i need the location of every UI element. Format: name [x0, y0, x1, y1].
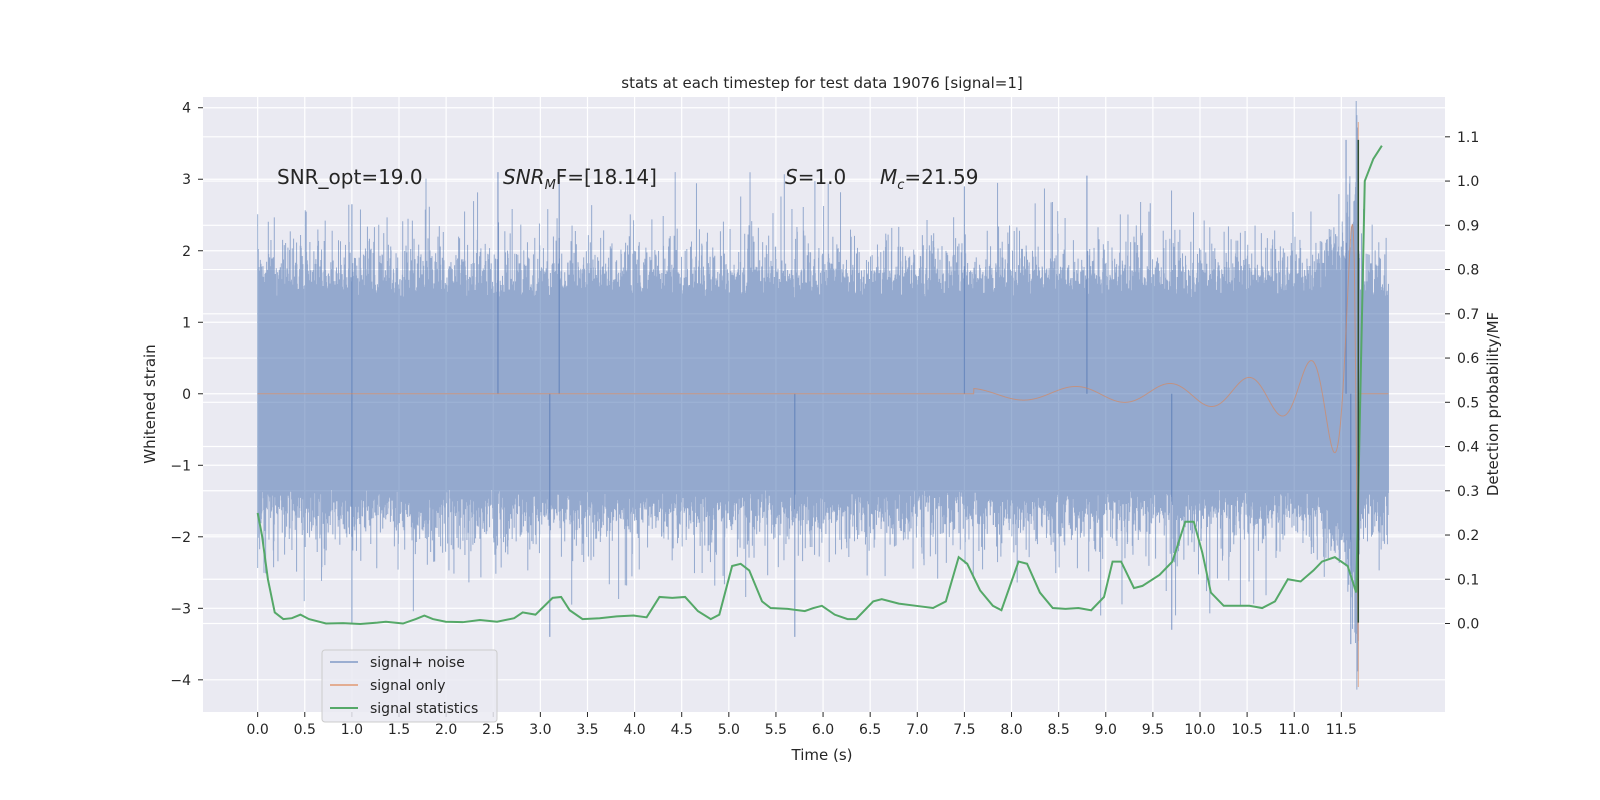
- s-value: =1.0: [798, 165, 847, 189]
- x-tick-label: 8.5: [1048, 722, 1070, 738]
- mc-symbol: M: [880, 165, 897, 189]
- y-left-axis-ticks: −4 −3 −2 −1 0 1 2 3 4: [170, 101, 203, 689]
- x-tick-label: 9.5: [1142, 722, 1164, 738]
- x-tick-label: 1.5: [388, 722, 410, 738]
- x-axis-label: Time (s): [791, 746, 853, 764]
- legend: signal+ noise signal only signal statist…: [321, 649, 498, 723]
- y-right-tick-label: 1.0: [1457, 174, 1479, 190]
- x-tick-label: 0.0: [247, 722, 269, 738]
- y-left-axis-label: Whitened strain: [141, 344, 159, 463]
- x-tick-label: 7.0: [906, 722, 928, 738]
- x-tick-label: 0.5: [294, 722, 316, 738]
- y-left-tick-label: 2: [182, 244, 191, 260]
- y-right-axis-label: Detection probability/MF: [1484, 312, 1502, 496]
- annotations: SNR_opt=19.0 SNRMF=[18.14] S=1.0 Mc=21.5…: [277, 165, 978, 193]
- snr-mf-subscript: M: [545, 178, 556, 193]
- series-signal-only: [257, 122, 1389, 687]
- x-tick-label: 9.0: [1095, 722, 1117, 738]
- x-tick-label: 6.0: [812, 722, 834, 738]
- y-right-tick-label: 1.1: [1457, 130, 1479, 146]
- x-tick-label: 6.5: [859, 722, 881, 738]
- x-tick-label: 1.0: [341, 722, 363, 738]
- x-tick-label: 10.5: [1232, 722, 1263, 738]
- x-tick-label: 11.0: [1279, 722, 1310, 738]
- y-right-tick-label: 0.7: [1457, 307, 1479, 323]
- y-right-tick-label: 0.1: [1457, 572, 1479, 588]
- x-tick-label: 10.0: [1184, 722, 1215, 738]
- x-tick-label: 3.0: [529, 722, 551, 738]
- annotation-snr-opt: SNR_opt=19.0: [277, 165, 423, 189]
- y-left-tick-label: −4: [170, 673, 191, 689]
- series-signal-noise: [257, 100, 1389, 690]
- y-left-tick-label: −1: [170, 458, 191, 474]
- x-tick-label: 8.0: [1000, 722, 1022, 738]
- y-right-tick-label: 0.0: [1457, 617, 1479, 633]
- x-tick-label: 4.0: [623, 722, 645, 738]
- series-layer: [256, 100, 1389, 690]
- x-tick-label: 2.5: [482, 722, 504, 738]
- legend-label-signal-only: signal only: [370, 678, 445, 694]
- y-left-tick-label: −3: [170, 601, 191, 617]
- series-signal-statistics: [256, 145, 1383, 625]
- legend-box: [321, 649, 498, 723]
- y-left-tick-label: 0: [182, 387, 191, 403]
- x-tick-label: 11.5: [1326, 722, 1357, 738]
- legend-label-signal-statistics: signal statistics: [370, 701, 478, 717]
- mc-subscript: c: [897, 178, 904, 193]
- y-right-tick-label: 0.2: [1457, 528, 1479, 544]
- y-left-tick-label: 3: [182, 172, 191, 188]
- y-right-tick-label: 0.9: [1457, 218, 1479, 234]
- annotation-snr-mf: SNRMF=[18.14]: [503, 165, 657, 193]
- y-left-tick-label: 4: [182, 101, 191, 117]
- x-tick-label: 3.5: [576, 722, 598, 738]
- chart-title: stats at each timestep for test data 190…: [621, 74, 1022, 92]
- x-tick-label: 2.0: [435, 722, 457, 738]
- s-symbol: S: [785, 165, 798, 189]
- y-right-tick-label: 0.5: [1457, 395, 1479, 411]
- x-tick-label: 7.5: [953, 722, 975, 738]
- x-axis-ticks: 0.0 0.5 1.0 1.5 2.0 2.5 3.0 3.5 4.0 4.5 5.0 5.5 6.0 6…: [247, 712, 1357, 738]
- y-right-axis-ticks: 0.0 0.1 0.2 0.3 0.4 0.5 0.6 0.7 0.8 0.9 1.0 1.1: [1445, 130, 1479, 633]
- x-tick-label: 4.5: [671, 722, 693, 738]
- y-right-tick-label: 0.4: [1457, 440, 1479, 456]
- y-right-tick-label: 0.8: [1457, 263, 1479, 279]
- snr-mf-symbol: SNR: [503, 165, 545, 189]
- y-right-tick-label: 0.3: [1457, 484, 1479, 500]
- annotation-s: S=1.0: [785, 165, 846, 189]
- annotation-mc: Mc=21.59: [880, 165, 978, 193]
- legend-label-signal-noise: signal+ noise: [370, 655, 465, 671]
- y-left-tick-label: 1: [182, 315, 191, 331]
- x-tick-label: 5.5: [765, 722, 787, 738]
- mc-value: =21.59: [904, 165, 978, 189]
- x-tick-label: 5.0: [718, 722, 740, 738]
- y-left-tick-label: −2: [170, 530, 191, 546]
- y-right-tick-label: 0.6: [1457, 351, 1479, 367]
- snr-mf-value: F=[18.14]: [556, 165, 657, 189]
